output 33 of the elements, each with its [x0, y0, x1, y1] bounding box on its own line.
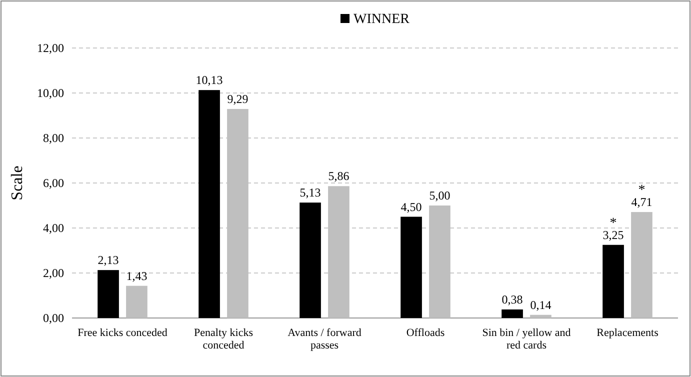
data-label: 9,29 — [227, 92, 248, 106]
bar — [126, 286, 148, 318]
x-tick-label: Free kicks conceded — [78, 326, 168, 339]
y-tick-label: 8,00 — [43, 130, 64, 145]
data-label: 5,00 — [429, 188, 450, 202]
bar — [400, 216, 422, 318]
y-tick-label: 10,00 — [37, 86, 64, 100]
y-tick-label: 4,00 — [43, 220, 64, 235]
y-tick-label: 6,00 — [43, 176, 64, 190]
data-label: 0,38 — [502, 292, 523, 306]
data-label: 4,50 — [400, 200, 422, 214]
y-tick-label: 2,00 — [43, 266, 64, 280]
bar — [98, 270, 119, 318]
bar — [530, 314, 552, 318]
bar — [300, 202, 321, 318]
x-tick-label: Offloads — [406, 326, 445, 339]
data-label: 5,13 — [300, 186, 321, 200]
data-label: 2,13 — [98, 253, 119, 268]
y-tick-label: 12,00 — [37, 40, 64, 55]
data-label: 1,43 — [126, 268, 148, 283]
x-tick-label: Sin bin / yellow and red cards — [482, 326, 572, 352]
data-label: 10,13 — [196, 73, 223, 88]
y-axis-title: Scale — [9, 166, 26, 200]
legend-label: WINNER — [354, 12, 410, 27]
bar — [502, 309, 523, 318]
y-tick-label: 0,00 — [43, 310, 64, 325]
data-label: 5,86 — [328, 169, 350, 184]
x-tick-label: Avants / forward passes — [288, 326, 362, 352]
data-label: 0,14 — [530, 298, 552, 312]
bar — [602, 244, 624, 318]
x-tick-label: Penalty kicks conceded — [194, 326, 253, 352]
bar — [198, 90, 220, 318]
x-tick-label: Replacements — [596, 326, 658, 339]
